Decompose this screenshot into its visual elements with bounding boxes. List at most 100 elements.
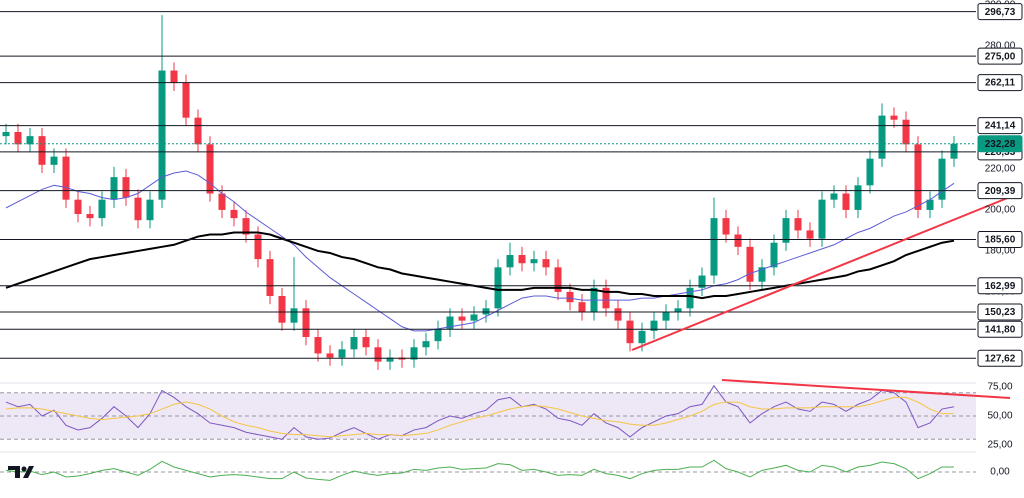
candle-body <box>74 199 82 215</box>
level-label: 127,62 <box>985 353 1016 364</box>
level-label: 141,80 <box>985 324 1016 335</box>
label-layer: 300,00280,00220,00200,00180,00160,00296,… <box>977 0 1023 478</box>
y-tick-label: 25,00 <box>987 440 1012 451</box>
level-label: 262,11 <box>985 78 1015 89</box>
candle-body <box>734 234 742 247</box>
candle-body <box>710 218 718 276</box>
candle-body <box>434 328 442 342</box>
candle-body <box>746 246 754 282</box>
level-label-box <box>977 303 1023 321</box>
candle-body <box>98 199 106 219</box>
candle-body <box>674 308 682 313</box>
candle-body <box>602 287 610 309</box>
candle-body <box>14 132 22 145</box>
candle-body <box>830 193 838 200</box>
y-tick-label: 50,00 <box>987 411 1012 422</box>
trend-line <box>721 379 1011 399</box>
candle-body <box>902 119 910 145</box>
candle-body <box>410 347 418 360</box>
candle-body <box>650 320 658 331</box>
candle-body <box>314 337 322 354</box>
candle-body <box>662 312 670 321</box>
level-label-box <box>977 117 1023 135</box>
candle-body <box>194 117 202 145</box>
candle-body <box>614 308 622 321</box>
candle-body <box>230 209 238 219</box>
level-label: 150,23 <box>985 307 1016 318</box>
candle-body <box>158 70 166 200</box>
candle-body <box>110 177 118 200</box>
level-label-box <box>977 135 1023 153</box>
candle-body <box>758 267 766 282</box>
indicator-line <box>5 396 954 438</box>
candle-body <box>494 267 502 309</box>
candle-body <box>818 199 826 239</box>
indicator-line <box>5 459 954 481</box>
y-tick-label: 75,00 <box>987 382 1012 393</box>
level-label-box <box>977 277 1023 295</box>
y-tick-label: 280,00 <box>985 41 1016 52</box>
candle-body <box>254 234 262 260</box>
y-tick-label: 180,00 <box>985 246 1016 257</box>
candle-body <box>446 316 454 329</box>
candle-body <box>854 185 862 210</box>
candle-body <box>338 349 346 358</box>
candle-body <box>542 259 550 268</box>
candle-body <box>878 115 886 159</box>
y-tick-label: 0,00 <box>990 467 1010 478</box>
level-label: 296,73 <box>985 7 1016 18</box>
candle-body <box>86 214 94 219</box>
candle-body <box>242 218 250 235</box>
candle-body <box>302 308 310 338</box>
candle-body <box>278 296 286 323</box>
candle-body <box>122 177 130 198</box>
candle-body <box>50 156 58 165</box>
candle-body <box>698 275 706 288</box>
candle-body <box>386 357 394 362</box>
candle-body <box>362 337 370 348</box>
candle-body <box>170 70 178 83</box>
candle-body <box>866 158 874 186</box>
candle-body <box>806 230 814 239</box>
candle-body <box>62 156 70 200</box>
candle-body <box>554 267 562 292</box>
candle-body <box>842 193 850 210</box>
candle-body <box>134 197 142 221</box>
candle-body <box>350 337 358 350</box>
level-label-box <box>977 182 1023 200</box>
candle-body <box>890 115 898 120</box>
level-label: 228,33 <box>985 147 1016 158</box>
level-label: 185,60 <box>985 235 1016 246</box>
candle-body <box>2 132 10 137</box>
level-label-box <box>977 230 1023 248</box>
candle-body <box>638 330 646 344</box>
candle-body <box>566 291 574 303</box>
trend-line <box>631 196 1011 351</box>
y-tick-label: 200,00 <box>985 205 1016 216</box>
level-label-box <box>977 349 1023 367</box>
candle-body <box>506 255 514 268</box>
level-label: 162,99 <box>985 281 1016 292</box>
plot-layer <box>0 11 976 481</box>
candle-body <box>518 255 526 264</box>
y-tick-label: 220,00 <box>985 164 1016 175</box>
level-label: 275,00 <box>985 51 1016 62</box>
level-label: 209,39 <box>985 186 1016 197</box>
candle-body <box>722 218 730 235</box>
candle-body <box>530 259 538 264</box>
candle-body <box>794 218 802 231</box>
candle-body <box>770 242 778 268</box>
candle-body <box>470 314 478 321</box>
level-label: 241,14 <box>985 121 1016 132</box>
candle-body <box>482 308 490 315</box>
candle-body <box>926 199 934 210</box>
candle-body <box>266 259 274 297</box>
candle-body <box>782 218 790 243</box>
candle-body <box>26 136 34 145</box>
level-label-box <box>977 320 1023 338</box>
candle-body <box>458 316 466 321</box>
candle-body <box>950 143 958 159</box>
candle-body <box>374 347 382 362</box>
candle-body <box>290 308 298 323</box>
